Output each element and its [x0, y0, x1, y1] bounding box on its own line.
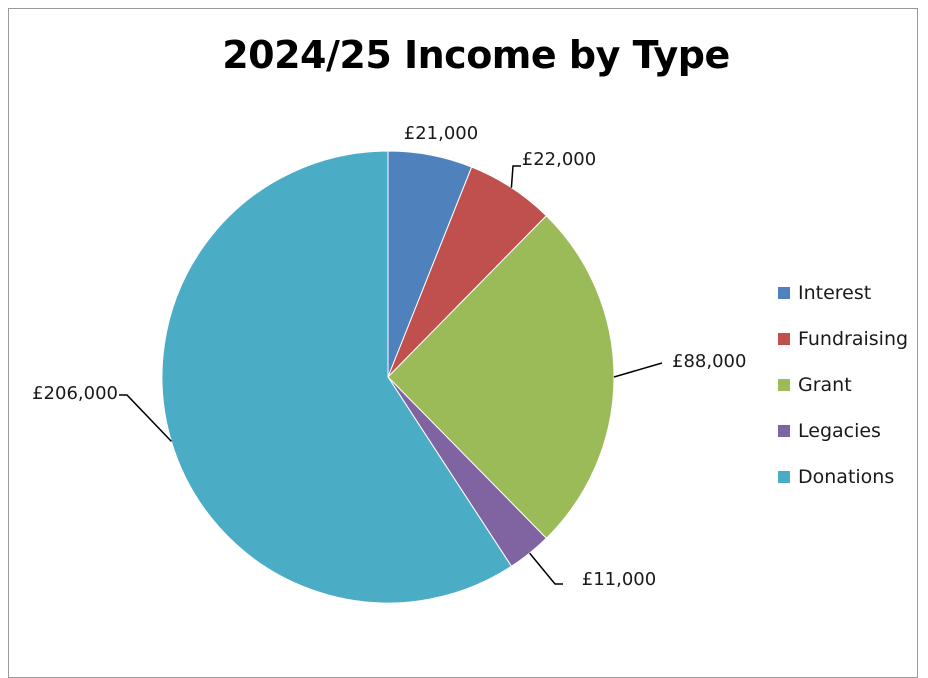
leader-line-grant: [613, 362, 663, 378]
legend-item-interest: Interest: [778, 270, 908, 316]
legend-label-interest: Interest: [798, 282, 872, 304]
data-label-donations: £206,000: [32, 383, 118, 404]
data-label-fundraising: £22,000: [522, 149, 596, 170]
pie-chart: £21,000 £22,000 £88,000 £11,000 £206,000: [32, 123, 746, 604]
data-label-grant: £88,000: [672, 351, 746, 372]
legend: Interest Fundraising Grant Legacies Dona…: [778, 270, 908, 500]
legend-swatch-interest: [778, 287, 790, 299]
leader-line-legacies: [529, 552, 563, 585]
chart-title: 2024/25 Income by Type: [222, 33, 730, 77]
leader-line-fundraising: [510, 165, 521, 188]
pie-slice-grant: [387, 215, 615, 539]
legend-item-fundraising: Fundraising: [778, 316, 908, 362]
legend-label-grant: Grant: [798, 374, 852, 396]
legend-label-fundraising: Fundraising: [798, 328, 909, 350]
legend-label-donations: Donations: [798, 466, 895, 488]
legend-label-legacies: Legacies: [798, 420, 881, 442]
legend-item-donations: Donations: [778, 454, 908, 500]
data-label-interest: £21,000: [404, 123, 478, 144]
legend-item-grant: Grant: [778, 362, 908, 408]
legend-swatch-fundraising: [778, 333, 790, 345]
legend-swatch-legacies: [778, 425, 790, 437]
legend-swatch-grant: [778, 379, 790, 391]
leader-line-donations: [119, 394, 172, 442]
legend-swatch-donations: [778, 471, 790, 483]
legend-item-legacies: Legacies: [778, 408, 908, 454]
data-label-legacies: £11,000: [582, 569, 656, 590]
